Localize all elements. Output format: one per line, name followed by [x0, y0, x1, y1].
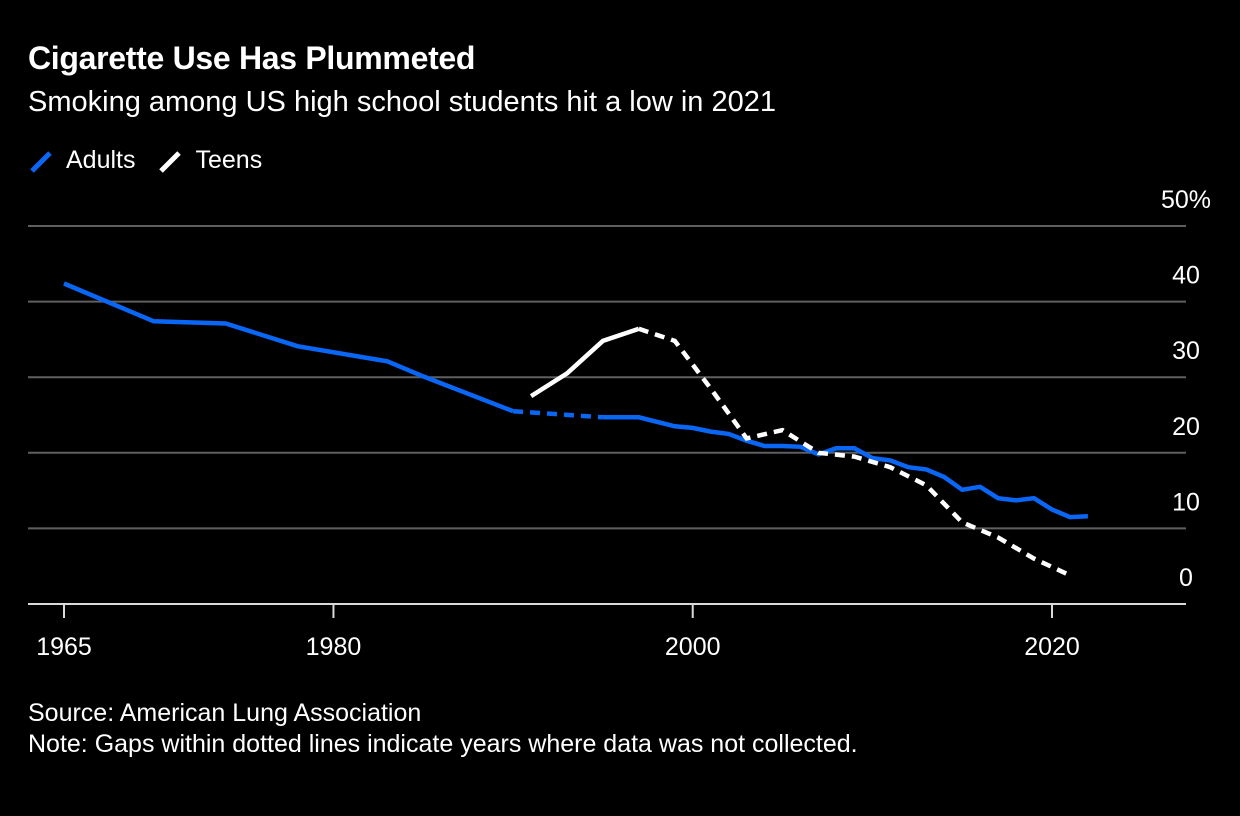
legend-swatch-adults — [30, 150, 52, 173]
legend-label-teens: Teens — [195, 146, 263, 174]
legend-item-adults: Adults — [28, 146, 135, 175]
y-tick-label-50: 50% — [1161, 186, 1211, 214]
grid-lines — [28, 225, 1186, 530]
axis-tick-labels: 1965 1980 2000 2020 0 10 20 30 40 50% — [36, 186, 1211, 661]
chart-footer: Source: American Lung Association Note: … — [28, 698, 858, 760]
series-lines — [63, 281, 1089, 578]
legend-label-adults: Adults — [66, 146, 136, 174]
x-tick-label-1980: 1980 — [306, 633, 362, 661]
y-tick-label-30: 30 — [1172, 337, 1200, 365]
series-line-adults-dotted-1 — [512, 408, 604, 420]
series-line-teens-dotted-1 — [638, 326, 1071, 578]
y-tick-label-10: 10 — [1172, 488, 1200, 516]
chart-title: Cigarette Use Has Plummeted — [28, 40, 476, 76]
legend-swatch-teens — [159, 150, 182, 173]
x-tick-label-2000: 2000 — [665, 633, 721, 661]
y-tick-label-0: 0 — [1179, 564, 1193, 592]
chart-subtitle: Smoking among US high school students hi… — [28, 86, 776, 118]
source-note: Source: American Lung Association — [28, 699, 422, 727]
x-tick-label-1965: 1965 — [36, 633, 92, 661]
chart-legend: Adults Teens — [28, 146, 284, 175]
y-tick-label-20: 20 — [1172, 413, 1200, 441]
footnote: Note: Gaps within dotted lines indicate … — [28, 730, 858, 758]
x-tick-label-2020: 2020 — [1024, 633, 1080, 661]
x-axis — [28, 603, 1186, 618]
series-line-adults-solid-2 — [602, 415, 1089, 520]
legend-item-teens: Teens — [157, 146, 262, 175]
series-line-adults-solid-0 — [63, 281, 514, 414]
y-tick-label-40: 40 — [1172, 262, 1200, 290]
series-line-teens-solid-0 — [529, 326, 640, 399]
